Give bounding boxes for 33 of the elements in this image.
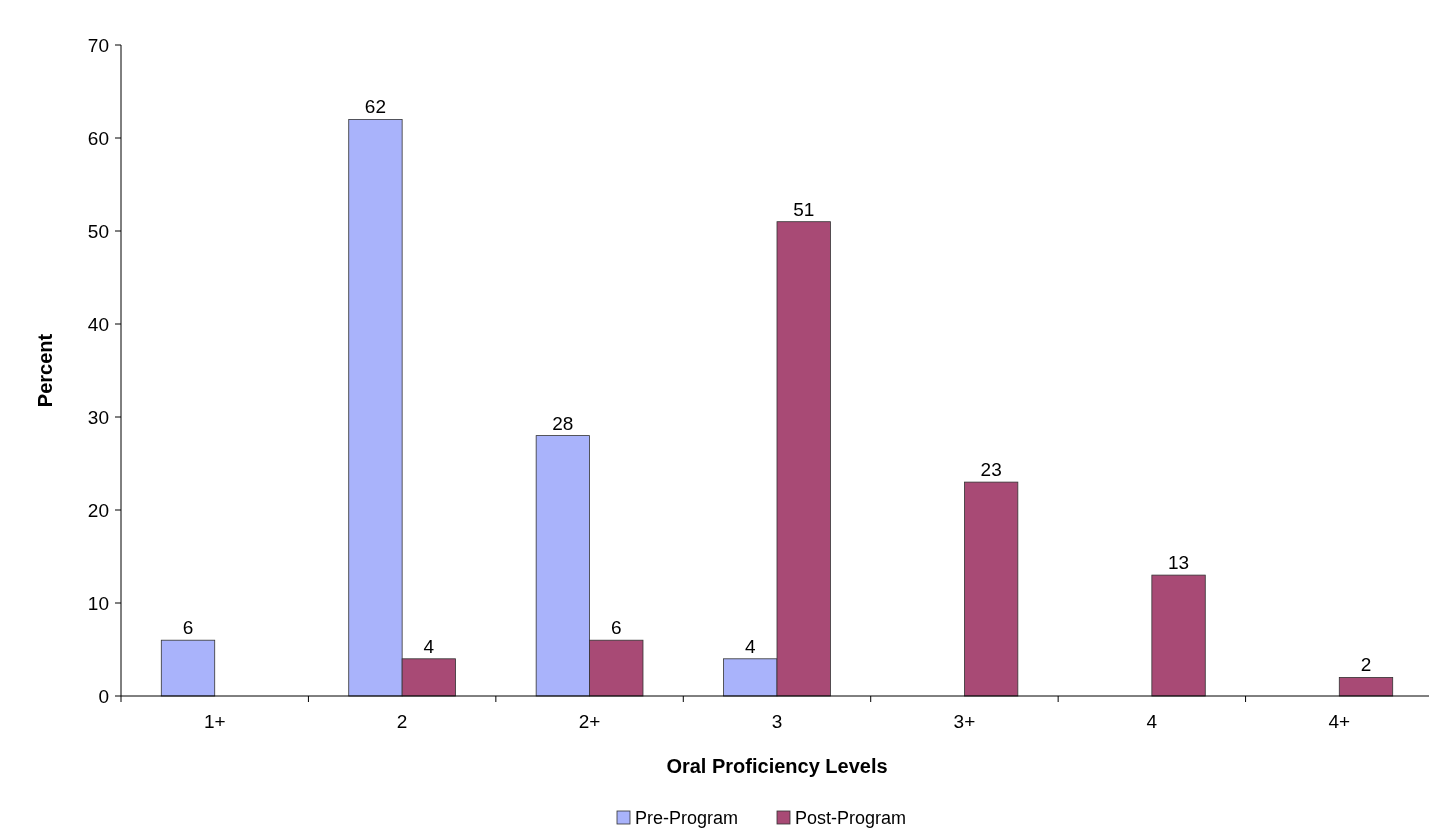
data-label: 6 xyxy=(182,617,194,639)
data-label: 2 xyxy=(1360,654,1372,676)
y-tick-label: 30 xyxy=(87,406,109,428)
x-axis-title: Oral Proficiency Levels xyxy=(666,755,888,777)
y-tick-label: 60 xyxy=(87,127,109,149)
x-tick-label: 2 xyxy=(396,711,408,732)
x-tick-label: 1+ xyxy=(203,711,226,732)
x-tick-label: 2+ xyxy=(578,711,601,732)
bar xyxy=(160,639,216,697)
data-label: 6 xyxy=(610,617,622,639)
bar xyxy=(964,481,1019,697)
x-tick-label: 4 xyxy=(1146,711,1158,732)
legend-label: Pre-Program xyxy=(635,808,739,828)
y-tick-label: 40 xyxy=(87,313,109,335)
data-label: 28 xyxy=(552,412,574,434)
data-label: 4 xyxy=(423,635,435,657)
y-tick-label: 50 xyxy=(87,220,109,242)
data-label: 13 xyxy=(1168,552,1190,574)
data-label: 62 xyxy=(364,96,386,118)
y-tick-label: 20 xyxy=(87,499,109,521)
bar xyxy=(1338,677,1394,697)
bar xyxy=(1151,574,1206,697)
x-tick-label: 3 xyxy=(771,711,783,732)
data-label: 23 xyxy=(980,459,1002,481)
data-label: 4 xyxy=(745,635,756,657)
x-tick-label: 3+ xyxy=(953,711,976,732)
y-axis-title: Percent xyxy=(34,333,56,408)
legend-label: Post-Program xyxy=(795,808,907,828)
y-tick-label: 70 xyxy=(87,34,109,56)
x-tick-label: 4+ xyxy=(1328,711,1351,732)
y-tick-label: 0 xyxy=(98,685,109,707)
y-tick-label: 10 xyxy=(87,592,109,614)
data-label: 51 xyxy=(793,198,815,220)
